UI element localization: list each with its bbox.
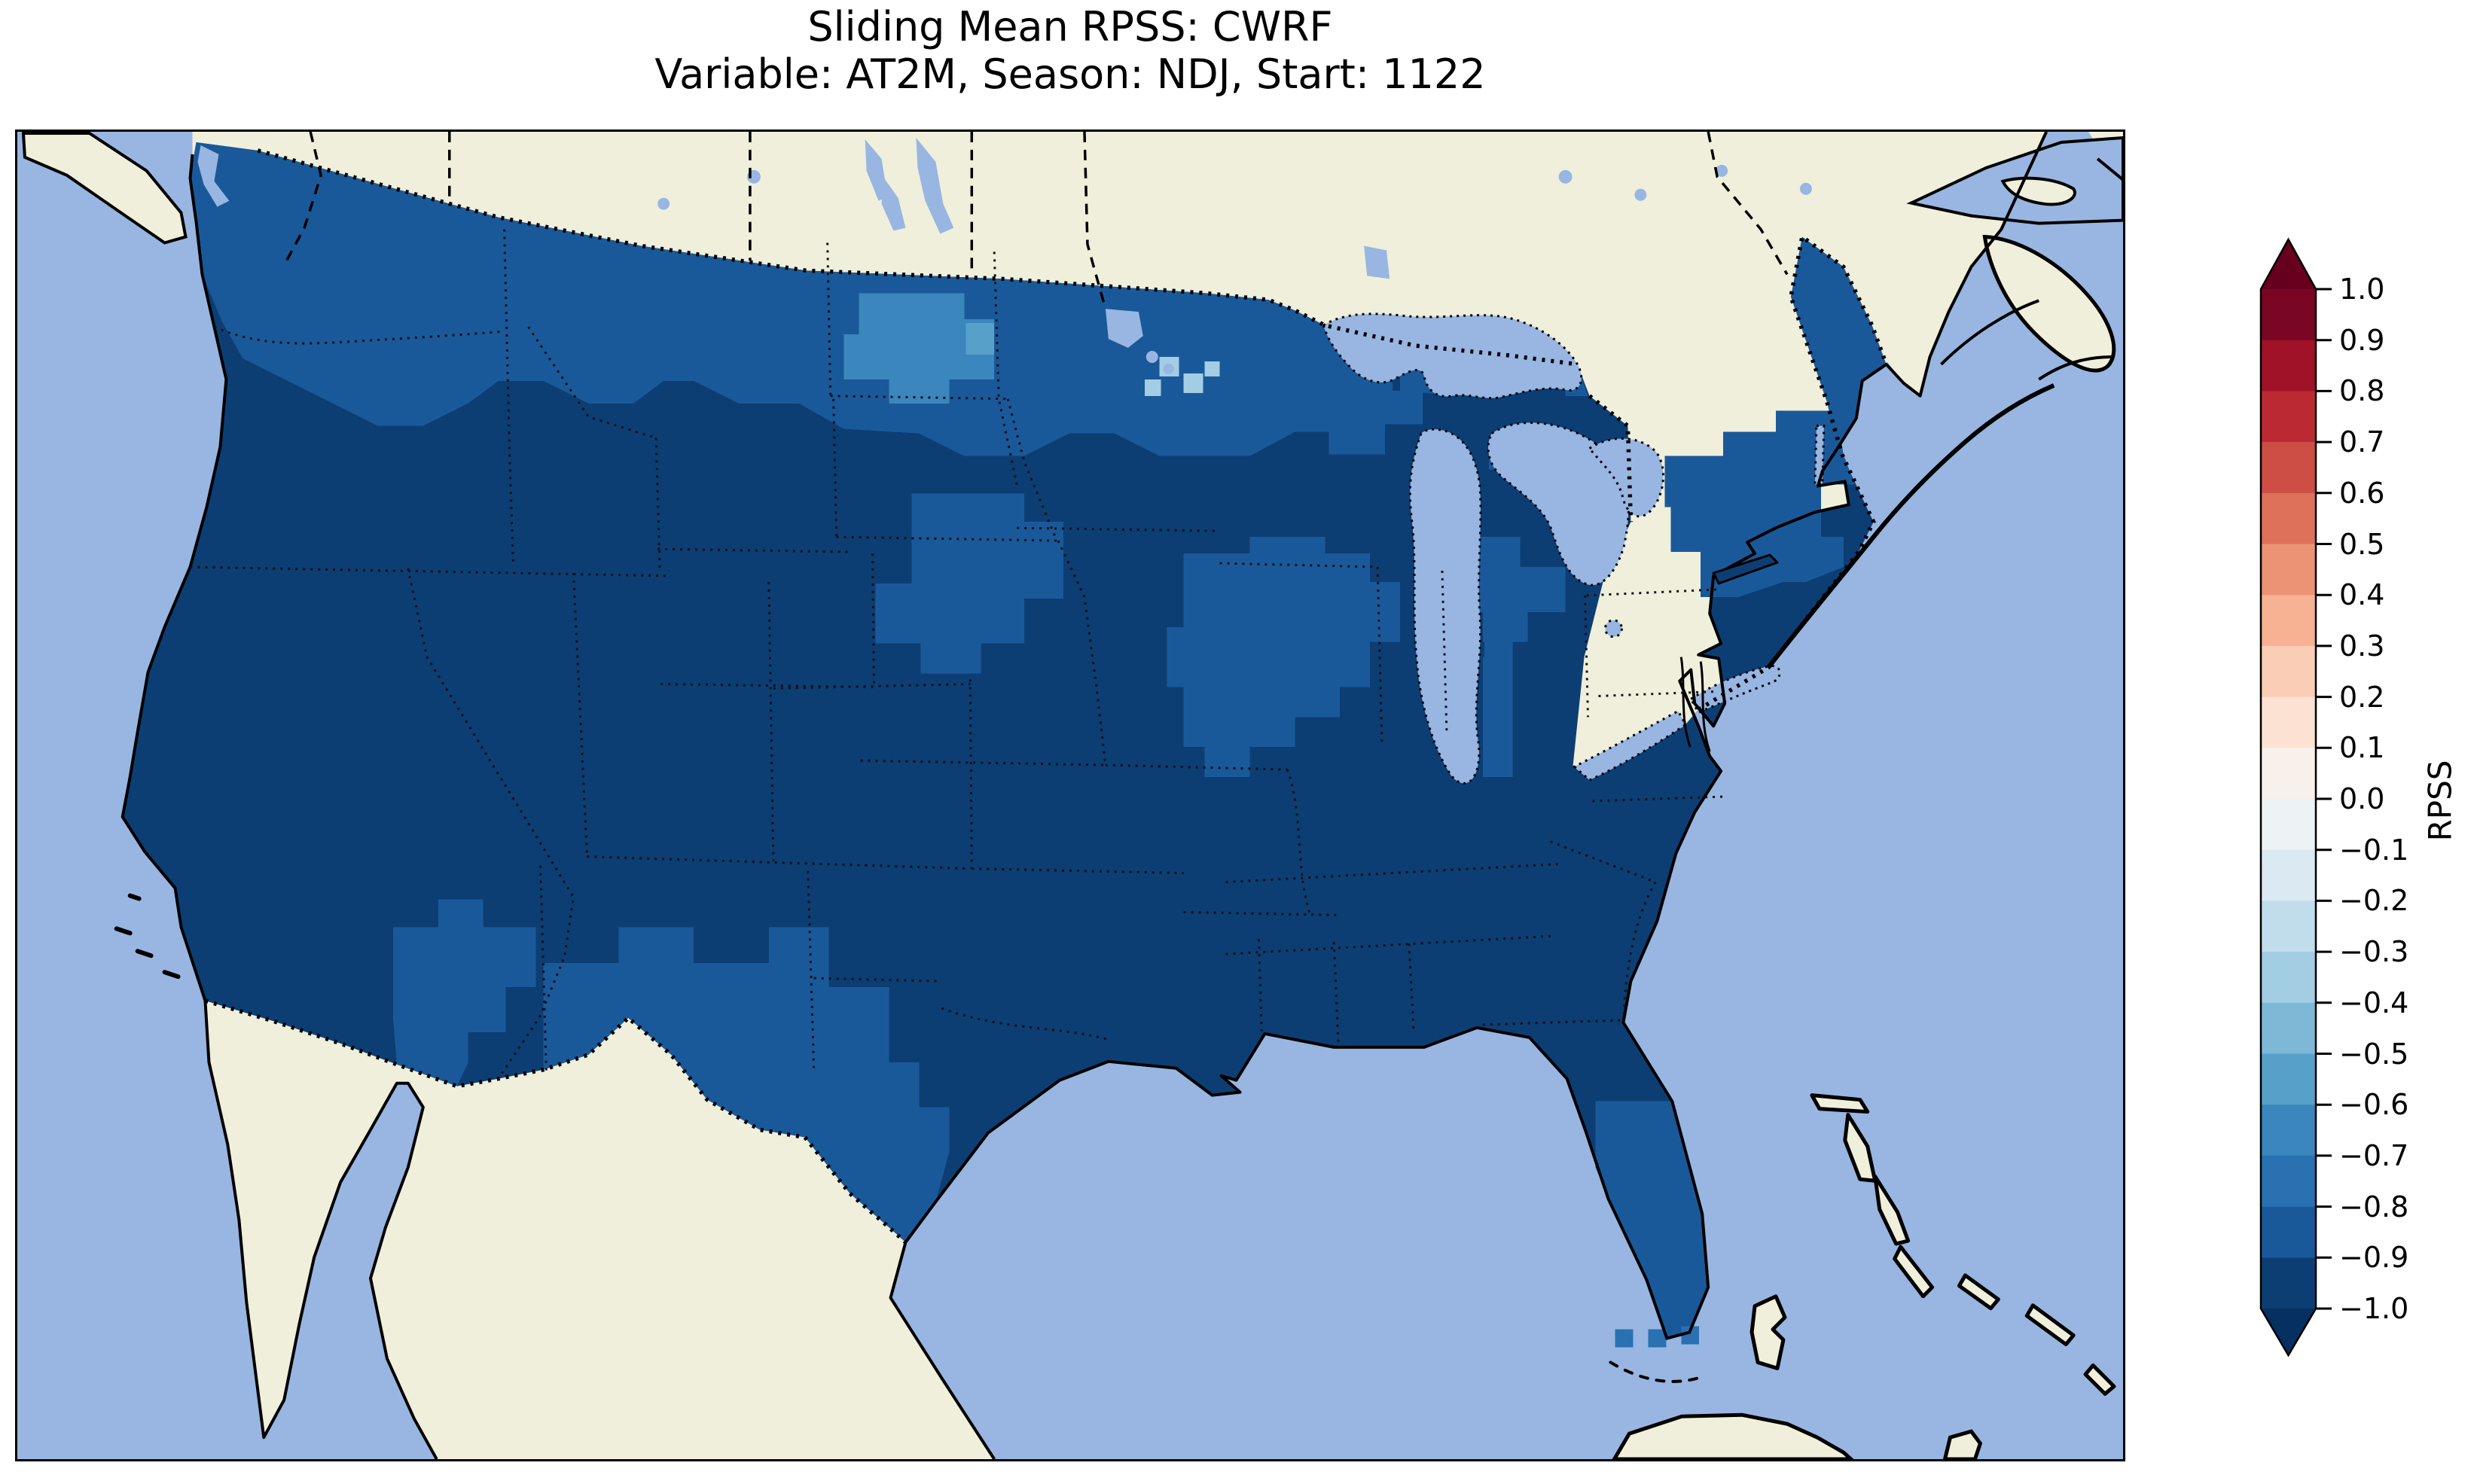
colorbar-band: [2261, 952, 2316, 1004]
map-frame: [15, 130, 2125, 1461]
colorbar-band: [2261, 340, 2316, 392]
baja-and-mexico-coast: [203, 1000, 438, 1459]
colorbar-tick-label: −0.7: [2339, 1138, 2409, 1172]
lake-champlain: [1814, 425, 1826, 486]
colorbar-tick-label: 1.0: [2339, 273, 2385, 306]
nova-scotia: [1982, 234, 2116, 373]
gulf-atlantic-coast: [889, 132, 2048, 1459]
rpss-patches: [190, 142, 1887, 1348]
patch-light-cell: [1183, 373, 1203, 393]
lake-huron: [1487, 421, 1630, 587]
colorbar-tick-label: −0.6: [2339, 1088, 2409, 1122]
colorbar-label-text: RPSS: [2421, 760, 2459, 841]
colorbar-band: [2261, 1257, 2316, 1309]
colorbar-tick-label: 0.4: [2339, 578, 2385, 612]
rpss-map: [17, 132, 2123, 1459]
colorbar-band: [2261, 544, 2316, 596]
us-canada-border: [257, 148, 1889, 712]
patch-ny-new-england: [1664, 410, 1855, 597]
colorbar-tick-label: 0.0: [2339, 782, 2385, 815]
figure-title: Sliding Mean RPSS: CWRF Variable: AT2M, …: [15, 3, 2125, 98]
patch-maine: [1790, 236, 1887, 449]
vancouver-island: [21, 132, 188, 245]
colorbar-band: [2261, 1206, 2316, 1258]
colorbar-band: [2261, 748, 2316, 800]
colorbar-band: [2261, 900, 2316, 952]
colorbar-band: [2261, 595, 2316, 647]
lake-erie: [1572, 709, 1688, 782]
lake-michigan: [1408, 428, 1482, 785]
great-lakes: [1322, 312, 1826, 785]
patch-texas-border: [543, 927, 950, 1242]
colorbar-over-arrow: [2261, 239, 2316, 289]
colorbar-band: [2261, 696, 2316, 748]
colorbar-tick-label: 0.7: [2339, 425, 2385, 459]
lake-ontario: [1689, 665, 1781, 715]
cuba: [1612, 1412, 1983, 1459]
ontario-peninsula: [1575, 523, 1699, 776]
small-islands: [114, 893, 1703, 1383]
colorbar-tick-label: 0.6: [2339, 476, 2385, 510]
patch-keys-cell: [1648, 1329, 1667, 1348]
colorbar-tick-label: −0.5: [2339, 1037, 2409, 1071]
colorbar-tick-label: −0.8: [2339, 1190, 2409, 1223]
patch-arizona: [392, 899, 536, 1086]
colorbar-tick-label: 0.3: [2339, 629, 2385, 663]
colorbar-tick-label: 0.1: [2339, 731, 2385, 765]
us-state-borders: [190, 229, 1725, 1080]
patch-keys-cell: [1681, 1326, 1700, 1345]
colorbar-svg: [2259, 237, 2332, 1358]
colorbar: 1.0 0.9 0.8 0.7 0.6 0.5 0.4 0.3 0.2 0.1 0.0 −0.1 −0.…: [2229, 224, 2474, 1399]
colorbar-tick-label: −0.3: [2339, 935, 2409, 969]
international-borders: [204, 148, 1889, 1245]
patch-northern-tier: [190, 142, 1423, 456]
colorbar-band: [2261, 1002, 2316, 1055]
colorbar-band: [2261, 391, 2316, 443]
patch-florida: [1595, 1101, 1709, 1339]
florida-keys: [1609, 1361, 1703, 1383]
colorbar-band: [2261, 849, 2316, 901]
patch-nd-light-cell: [966, 323, 995, 355]
title-line-1: Sliding Mean RPSS: CWRF: [807, 3, 1333, 50]
patch-light-cell: [1144, 379, 1161, 396]
colorbar-tick-label: −0.9: [2339, 1241, 2409, 1275]
colorbar-band: [2261, 799, 2316, 851]
colorbar-band: [2261, 1155, 2316, 1208]
pacific-coast: [120, 154, 228, 1001]
colorbar-tick-label: 0.8: [2339, 374, 2385, 408]
chesapeake-bay: [1679, 657, 1711, 752]
patch-keys-cell: [1615, 1329, 1634, 1348]
colorbar-band: [2261, 645, 2316, 698]
georgian-bay: [1588, 437, 1664, 518]
colorbar-under-arrow: [2261, 1309, 2316, 1355]
colorbar-band: [2261, 1105, 2316, 1156]
colorbar-tick-label: −0.2: [2339, 884, 2409, 918]
patch-sd-ne: [875, 493, 1064, 674]
us-mexico-border: [204, 998, 908, 1245]
colorbar-tick-label: −0.4: [2339, 986, 2409, 1019]
colorbar-tick-label: 0.2: [2339, 680, 2385, 714]
colorbar-tick-label: −0.1: [2339, 833, 2409, 867]
colorbar-band: [2261, 289, 2316, 341]
colorbar-tick-label: 0.5: [2339, 527, 2385, 561]
canada-province-borders: [283, 132, 1789, 309]
bahamas: [1749, 1093, 2116, 1396]
colorbar-axis-label: RPSS: [2419, 721, 2461, 879]
long-island: [1712, 553, 1779, 585]
colorbar-tick-label: −1.0: [2339, 1292, 2409, 1325]
colorbar-band: [2261, 1053, 2316, 1105]
colorbar-band: [2261, 492, 2316, 545]
patch-north-dakota: [843, 293, 995, 404]
colorbar-tick-label: 0.9: [2339, 323, 2385, 357]
patch-light-cell: [1204, 361, 1220, 376]
lake-superior: [1322, 312, 1583, 400]
patch-il-in: [1167, 537, 1401, 778]
st-lawrence-north-shore: [1940, 157, 2123, 381]
title-line-2: Variable: AT2M, Season: NDJ, Start: 1122: [654, 50, 1486, 99]
lake-st-clair: [1603, 619, 1623, 638]
colorbar-band: [2261, 442, 2316, 494]
canada-lakes: [197, 137, 1812, 374]
